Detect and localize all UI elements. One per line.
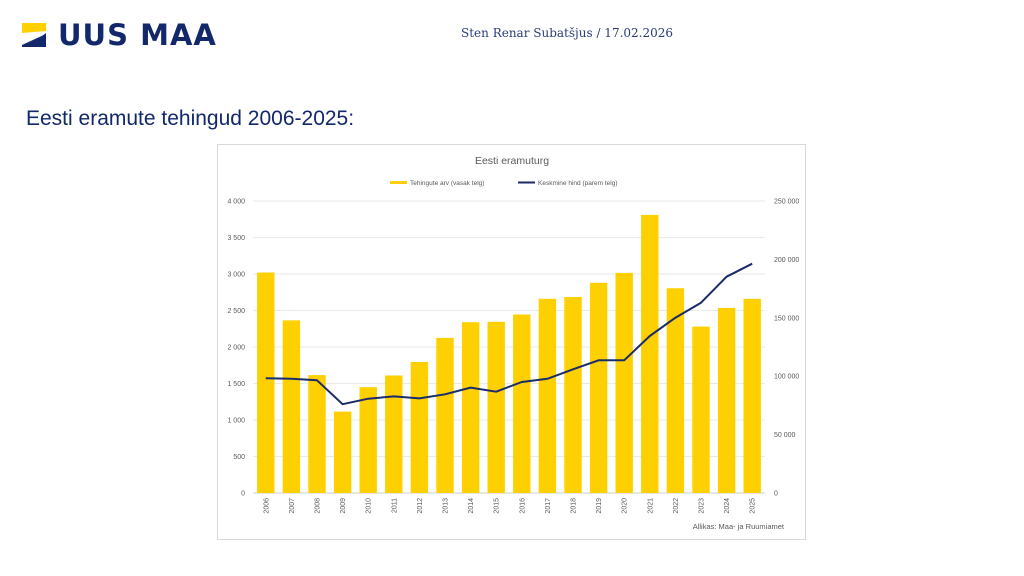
bar — [717, 307, 736, 493]
bar — [282, 320, 301, 493]
right-tick-label: 250 000 — [774, 199, 799, 206]
chart-container: Eesti eramuturg Tehingute arv (vasak tel… — [217, 144, 806, 540]
x-tick-label: 2007 — [289, 498, 296, 514]
bar — [666, 288, 685, 493]
gridlines — [253, 200, 765, 494]
legend-bar-label: Tehingute arv (vasak telg) — [410, 180, 484, 187]
bar — [513, 314, 531, 493]
x-tick-label: 2009 — [340, 498, 347, 514]
bar-series — [257, 214, 761, 493]
x-tick-label: 2021 — [647, 498, 654, 514]
left-axis: 0 500 1 000 1 500 2 000 2 500 3 000 3 500 4 000 — [227, 199, 245, 498]
left-tick-label: 3 000 — [227, 272, 245, 279]
bar — [538, 298, 557, 493]
bar — [308, 375, 326, 493]
x-tick-label: 2023 — [699, 498, 706, 514]
legend-bar-swatch — [390, 181, 407, 184]
price-line — [265, 262, 753, 406]
author-date: Sten Renar Subatšjus / 17.02.2026 — [461, 26, 674, 40]
x-tick-label: 2018 — [571, 498, 578, 514]
x-tick-label: 2013 — [443, 498, 450, 514]
left-tick-label: 500 — [233, 454, 245, 461]
chart-title: Eesti eramuturg — [475, 155, 549, 167]
page-title: Eesti eramute tehingud 2006-2025: — [26, 107, 355, 130]
bar — [461, 322, 480, 493]
legend-line-swatch — [518, 181, 535, 184]
x-tick-label: 2024 — [724, 498, 731, 514]
x-axis: 2006 2007 2008 2009 2010 2011 2012 2013 2014 2015… — [263, 498, 756, 514]
bar — [359, 387, 377, 493]
left-tick-label: 4 000 — [227, 199, 245, 206]
bar — [641, 214, 659, 493]
left-tick-label: 2 500 — [227, 308, 245, 315]
left-tick-label: 0 — [241, 491, 245, 498]
bar — [743, 298, 761, 493]
x-tick-label: 2012 — [417, 498, 424, 514]
x-tick-label: 2010 — [366, 498, 373, 514]
bar — [257, 272, 275, 493]
x-tick-label: 2019 — [596, 498, 603, 514]
left-tick-label: 1 500 — [227, 381, 245, 388]
right-tick-label: 100 000 — [774, 374, 799, 381]
bar — [410, 361, 429, 493]
x-tick-label: 2015 — [494, 498, 501, 514]
x-tick-label: 2014 — [468, 498, 475, 514]
x-tick-label: 2011 — [391, 498, 398, 513]
bar — [436, 337, 454, 493]
left-tick-label: 2 000 — [227, 345, 245, 352]
x-tick-label: 2016 — [519, 498, 526, 514]
right-tick-label: 150 000 — [774, 315, 799, 322]
right-axis: 0 50 000 100 000 150 000 200 000 250 000 — [774, 199, 799, 498]
right-tick-label: 0 — [774, 491, 778, 498]
combo-chart: Eesti eramuturg Tehingute arv (vasak tel… — [227, 155, 799, 531]
left-tick-label: 3 500 — [227, 235, 245, 242]
chart-source: Allikas: Maa- ja Ruumiamet — [693, 522, 785, 531]
right-tick-label: 200 000 — [774, 257, 799, 264]
x-tick-label: 2022 — [673, 498, 680, 514]
bar — [333, 411, 352, 493]
bar — [615, 272, 633, 493]
legend: Tehingute arv (vasak telg) Keskmine hind… — [390, 180, 617, 187]
x-tick-label: 2025 — [750, 498, 757, 514]
left-tick-label: 1 000 — [227, 418, 245, 425]
logo: UUS MAA — [22, 20, 217, 50]
logo-mark-icon — [22, 23, 46, 47]
legend-line-label: Keskmine hind (parem telg) — [538, 180, 617, 187]
right-tick-label: 50 000 — [774, 432, 796, 439]
bar — [589, 282, 608, 493]
x-tick-label: 2017 — [545, 498, 552, 514]
x-tick-label: 2008 — [315, 498, 322, 514]
logo-text: UUS MAA — [58, 18, 217, 52]
bar — [564, 296, 582, 493]
bar — [385, 375, 403, 493]
x-tick-label: 2020 — [622, 498, 629, 514]
bar — [692, 326, 710, 493]
line-series — [265, 262, 753, 406]
x-tick-label: 2006 — [263, 498, 270, 514]
bar — [487, 321, 505, 493]
